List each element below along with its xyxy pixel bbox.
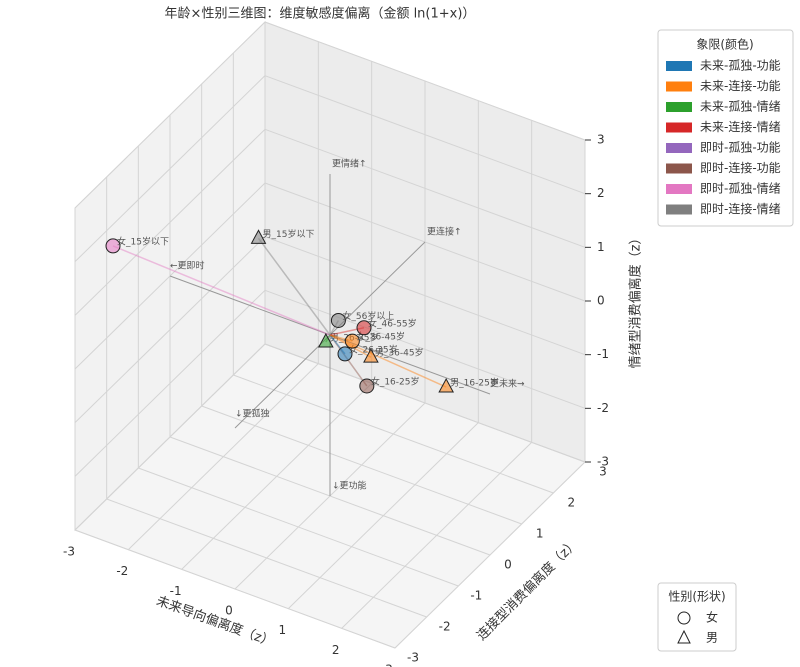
legend-marker xyxy=(677,611,691,625)
point xyxy=(337,346,353,362)
point-label: 女_15岁以下 xyxy=(117,235,169,247)
legend-swatch xyxy=(666,143,692,153)
x-axis-label: 未来导向偏离度（z） xyxy=(154,593,276,650)
color-legend-box xyxy=(657,29,794,227)
z-tick-label: 1 xyxy=(597,240,605,254)
legend-label: 未来-连接-功能 xyxy=(700,78,781,93)
point-label: 女_26-35岁 xyxy=(349,343,398,355)
legend-swatch xyxy=(666,163,692,174)
y-tick-label: 0 xyxy=(504,558,512,572)
point-label: 男_15岁以下 xyxy=(263,228,315,240)
x-tick-label: 0 xyxy=(225,604,233,618)
x-tick-label: 2 xyxy=(332,643,340,657)
z-tick-label: 2 xyxy=(597,186,605,200)
grid-line xyxy=(74,236,266,424)
legend-label: 即时-孤独-功能 xyxy=(700,141,781,155)
grid-line xyxy=(264,289,586,409)
point xyxy=(344,333,360,349)
grid-line xyxy=(74,529,396,649)
legend-label: 男 xyxy=(706,631,718,645)
grid-line xyxy=(264,236,586,356)
z-tick-label: -2 xyxy=(597,401,609,415)
guide-label: ↓更孤独 xyxy=(235,408,270,420)
y-tick-label: -3 xyxy=(407,651,419,665)
stem-line xyxy=(112,245,331,336)
legend-swatch xyxy=(666,122,692,133)
grid-line xyxy=(106,498,427,618)
point xyxy=(438,377,455,393)
legend-label: 未来-孤独-情绪 xyxy=(700,100,781,114)
grid-line xyxy=(74,128,266,316)
z-tick-label: -1 xyxy=(597,347,609,361)
z-axis-label: 情绪型消费偏离度（z） xyxy=(628,232,644,369)
guide-label: 更未来→ xyxy=(490,378,525,390)
legend-label: 即时-连接-功能 xyxy=(700,160,781,175)
grid-line xyxy=(74,21,266,209)
grid-line xyxy=(74,289,266,477)
legend-swatch xyxy=(666,81,692,92)
x-tick-label: -2 xyxy=(116,564,128,578)
legend-label: 未来-连接-情绪 xyxy=(700,119,781,134)
legend-label: 即时-孤独-情绪 xyxy=(700,182,781,196)
stem-line xyxy=(257,237,331,336)
y-tick-label: -1 xyxy=(470,589,482,603)
x-tick-label: -1 xyxy=(170,584,182,598)
x-tick-label: -3 xyxy=(63,545,75,559)
legend-swatch xyxy=(666,204,692,215)
z-tick-label: -3 xyxy=(597,455,609,469)
x-tick-label: 3 xyxy=(385,663,393,667)
grid-line xyxy=(233,374,554,494)
grid-line xyxy=(264,21,586,141)
y-tick-label: -2 xyxy=(439,620,451,634)
point xyxy=(317,332,334,348)
x-tick-label: 1 xyxy=(279,623,287,637)
point-label: 女_46-55岁 xyxy=(368,317,417,329)
legend-label: 女 xyxy=(706,610,718,625)
grid-line xyxy=(264,128,586,248)
legend-label: 即时-连接-情绪 xyxy=(700,201,781,216)
point-label: 男_16-25岁 xyxy=(450,377,499,389)
guide-label: ←更即时 xyxy=(170,260,205,272)
point xyxy=(356,320,372,336)
shape-legend-box xyxy=(657,582,737,652)
grid-line xyxy=(264,75,586,195)
y-tick-label: 2 xyxy=(568,496,576,510)
legend-swatch xyxy=(666,61,692,71)
point xyxy=(105,238,121,254)
grid-line xyxy=(201,405,522,525)
guide-line xyxy=(234,334,331,429)
point-label: 女_16-25岁 xyxy=(371,375,420,387)
guide-label: 更连接↑ xyxy=(427,226,462,238)
grid-line xyxy=(138,467,459,587)
legend-marker xyxy=(677,629,691,644)
chart-title: 年龄×性别三维图：维度敏感度偏离（金额 ln(1+x)） xyxy=(165,6,476,22)
z-tick-label: 0 xyxy=(597,294,605,308)
guide-label: 更情绪↑ xyxy=(332,158,367,170)
legend-swatch xyxy=(666,184,692,194)
point xyxy=(250,229,267,244)
grid-line xyxy=(74,343,266,531)
color-legend-title: 象限(颜色) xyxy=(696,37,753,52)
grid-line xyxy=(74,75,266,263)
legend-swatch xyxy=(666,102,692,112)
point xyxy=(359,378,375,394)
point xyxy=(330,312,346,328)
y-tick-label: 3 xyxy=(599,465,607,479)
point-label: 男_36-45岁 xyxy=(375,347,424,359)
legend-label: 未来-孤独-功能 xyxy=(700,59,781,73)
y-tick-label: 1 xyxy=(536,527,544,541)
point xyxy=(363,348,379,363)
z-tick-label: 3 xyxy=(597,133,605,147)
guide-line xyxy=(169,275,331,336)
grid-line xyxy=(264,343,586,463)
point-label: 女_56岁以上 xyxy=(342,310,394,322)
guide-label: ↓更功能 xyxy=(332,480,367,492)
shape-legend-title: 性别(形状) xyxy=(668,590,725,604)
